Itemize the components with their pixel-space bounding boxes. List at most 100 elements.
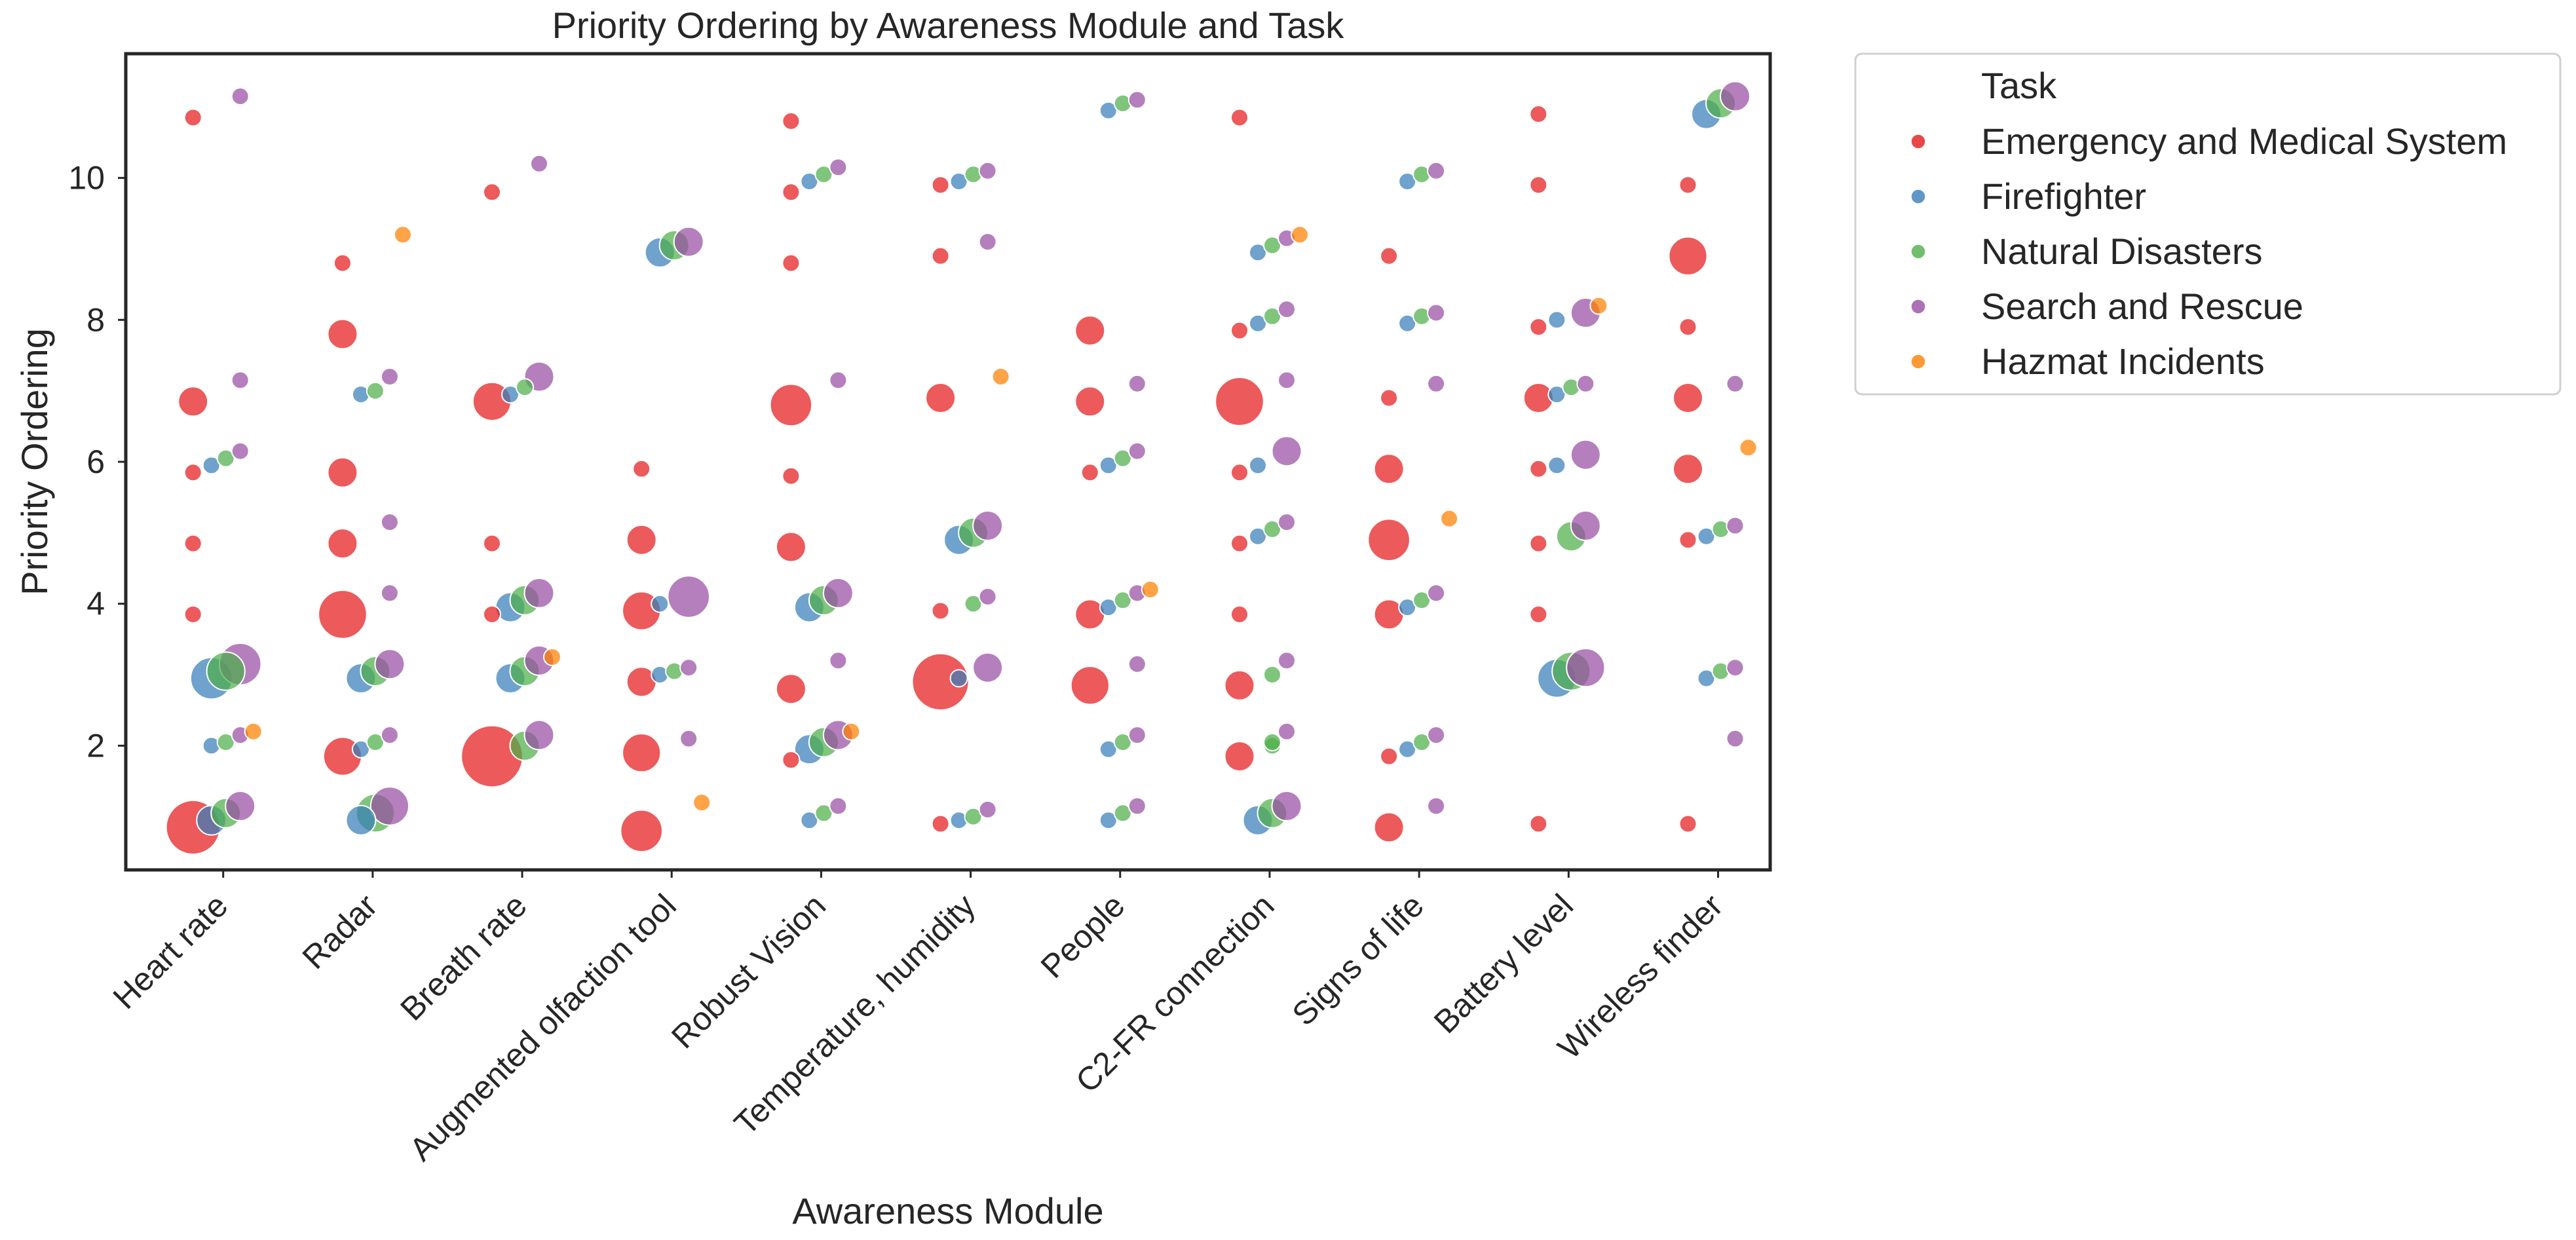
- scatter-point: [1398, 172, 1417, 191]
- scatter-point: [345, 804, 377, 836]
- scatter-point: [769, 383, 813, 427]
- legend-marker: [1910, 299, 1926, 314]
- scatter-point: [380, 513, 399, 532]
- legend-label: Emergency and Medical System: [1981, 121, 2507, 162]
- scatter-point: [1224, 741, 1255, 772]
- scatter-point: [1113, 733, 1132, 751]
- scatter-point: [483, 534, 501, 553]
- scatter-point: [1249, 456, 1267, 475]
- scatter-point: [1398, 598, 1417, 617]
- chart-title: Priority Ordering by Awareness Module an…: [552, 5, 1345, 46]
- scatter-point: [1230, 108, 1249, 127]
- scatter-point: [244, 722, 263, 741]
- scatter-point: [1380, 388, 1399, 407]
- scatter-point: [1263, 307, 1281, 326]
- scatter-point: [318, 590, 368, 639]
- scatter-point: [178, 386, 209, 417]
- scatter-point: [679, 658, 698, 677]
- scatter-point: [829, 651, 848, 670]
- scatter-point: [978, 800, 997, 819]
- scatter-point: [925, 383, 957, 413]
- scatter-point: [501, 385, 520, 404]
- scatter-point: [964, 807, 983, 826]
- scatter-point: [1576, 374, 1595, 393]
- scatter-point: [1278, 371, 1296, 390]
- scatter-point: [1113, 591, 1132, 610]
- scatter-point: [1230, 463, 1249, 482]
- scatter-point: [1099, 811, 1118, 830]
- scatter-point: [1249, 243, 1267, 262]
- scatter-point: [667, 575, 710, 618]
- scatter-point: [1529, 534, 1548, 553]
- scatter-point: [1529, 318, 1548, 337]
- scatter-point: [978, 587, 997, 606]
- scatter-point: [1127, 726, 1146, 745]
- scatter-point: [1697, 669, 1716, 688]
- scatter-point: [1263, 666, 1281, 684]
- scatter-point: [380, 584, 399, 603]
- scatter-point: [931, 601, 950, 620]
- scatter-point: [1412, 733, 1431, 751]
- scatter-point: [1739, 438, 1758, 457]
- scatter-point: [523, 719, 555, 751]
- scatter-point: [1127, 90, 1146, 109]
- scatter-point: [1215, 377, 1264, 426]
- scatter-point: [1367, 518, 1411, 562]
- scatter-point: [931, 176, 950, 195]
- scatter-point: [231, 87, 250, 105]
- points-layer: [165, 81, 1758, 855]
- legend: Task Emergency and Medical System Firefig…: [1854, 52, 2562, 396]
- scatter-point: [1678, 318, 1697, 337]
- scatter-point: [1529, 176, 1548, 195]
- scatter-point: [1529, 814, 1548, 833]
- scatter-point: [1589, 296, 1608, 315]
- scatter-point: [991, 367, 1010, 386]
- scatter-point: [1398, 314, 1417, 333]
- scatter-point: [1074, 315, 1106, 347]
- scatter-point: [1678, 176, 1697, 195]
- scatter-point: [380, 367, 399, 386]
- scatter-point: [1141, 580, 1160, 599]
- scatter-point: [369, 786, 410, 826]
- scatter-point: [1427, 584, 1446, 603]
- scatter-point: [327, 457, 358, 488]
- scatter-point: [782, 183, 801, 202]
- scatter-point: [183, 605, 202, 624]
- scatter-point: [782, 111, 801, 130]
- scatter-point: [1263, 519, 1281, 538]
- y-axis: 2 4 6 8 10: [68, 160, 126, 764]
- scatter-point: [327, 528, 358, 559]
- legend-marker: [1910, 244, 1926, 259]
- scatter-point: [1427, 374, 1446, 393]
- scatter-point: [366, 733, 385, 751]
- scatter-point: [1380, 747, 1399, 766]
- scatter-point: [1427, 303, 1446, 322]
- scatter-point: [1726, 729, 1745, 748]
- legend-item: Natural Disasters: [1910, 231, 2262, 272]
- scatter-point: [1249, 314, 1267, 333]
- legend-item: Firefighter: [1910, 176, 2146, 217]
- scatter-point: [1278, 651, 1296, 670]
- scatter-point: [1427, 161, 1446, 180]
- scatter-point: [632, 459, 651, 478]
- scatter-point: [829, 371, 848, 390]
- scatter-point: [949, 172, 968, 191]
- scatter-point: [543, 648, 561, 666]
- scatter-point: [1099, 598, 1118, 617]
- scatter-point: [1127, 654, 1146, 673]
- scatter-point: [775, 531, 806, 563]
- legend-label: Hazmat Incidents: [1981, 341, 2265, 382]
- legend-marker: [1910, 189, 1926, 204]
- legend-item: Search and Rescue: [1910, 286, 2303, 327]
- scatter-point: [626, 524, 657, 555]
- scatter-point: [1529, 459, 1548, 478]
- scatter-point: [1070, 666, 1110, 705]
- scatter-point: [1230, 534, 1249, 553]
- scatter-point: [1398, 740, 1417, 759]
- scatter-point: [530, 154, 548, 173]
- scatter-point: [1224, 669, 1255, 701]
- scatter-point: [1678, 531, 1697, 550]
- scatter-point: [800, 811, 819, 830]
- scatter-point: [1113, 804, 1132, 823]
